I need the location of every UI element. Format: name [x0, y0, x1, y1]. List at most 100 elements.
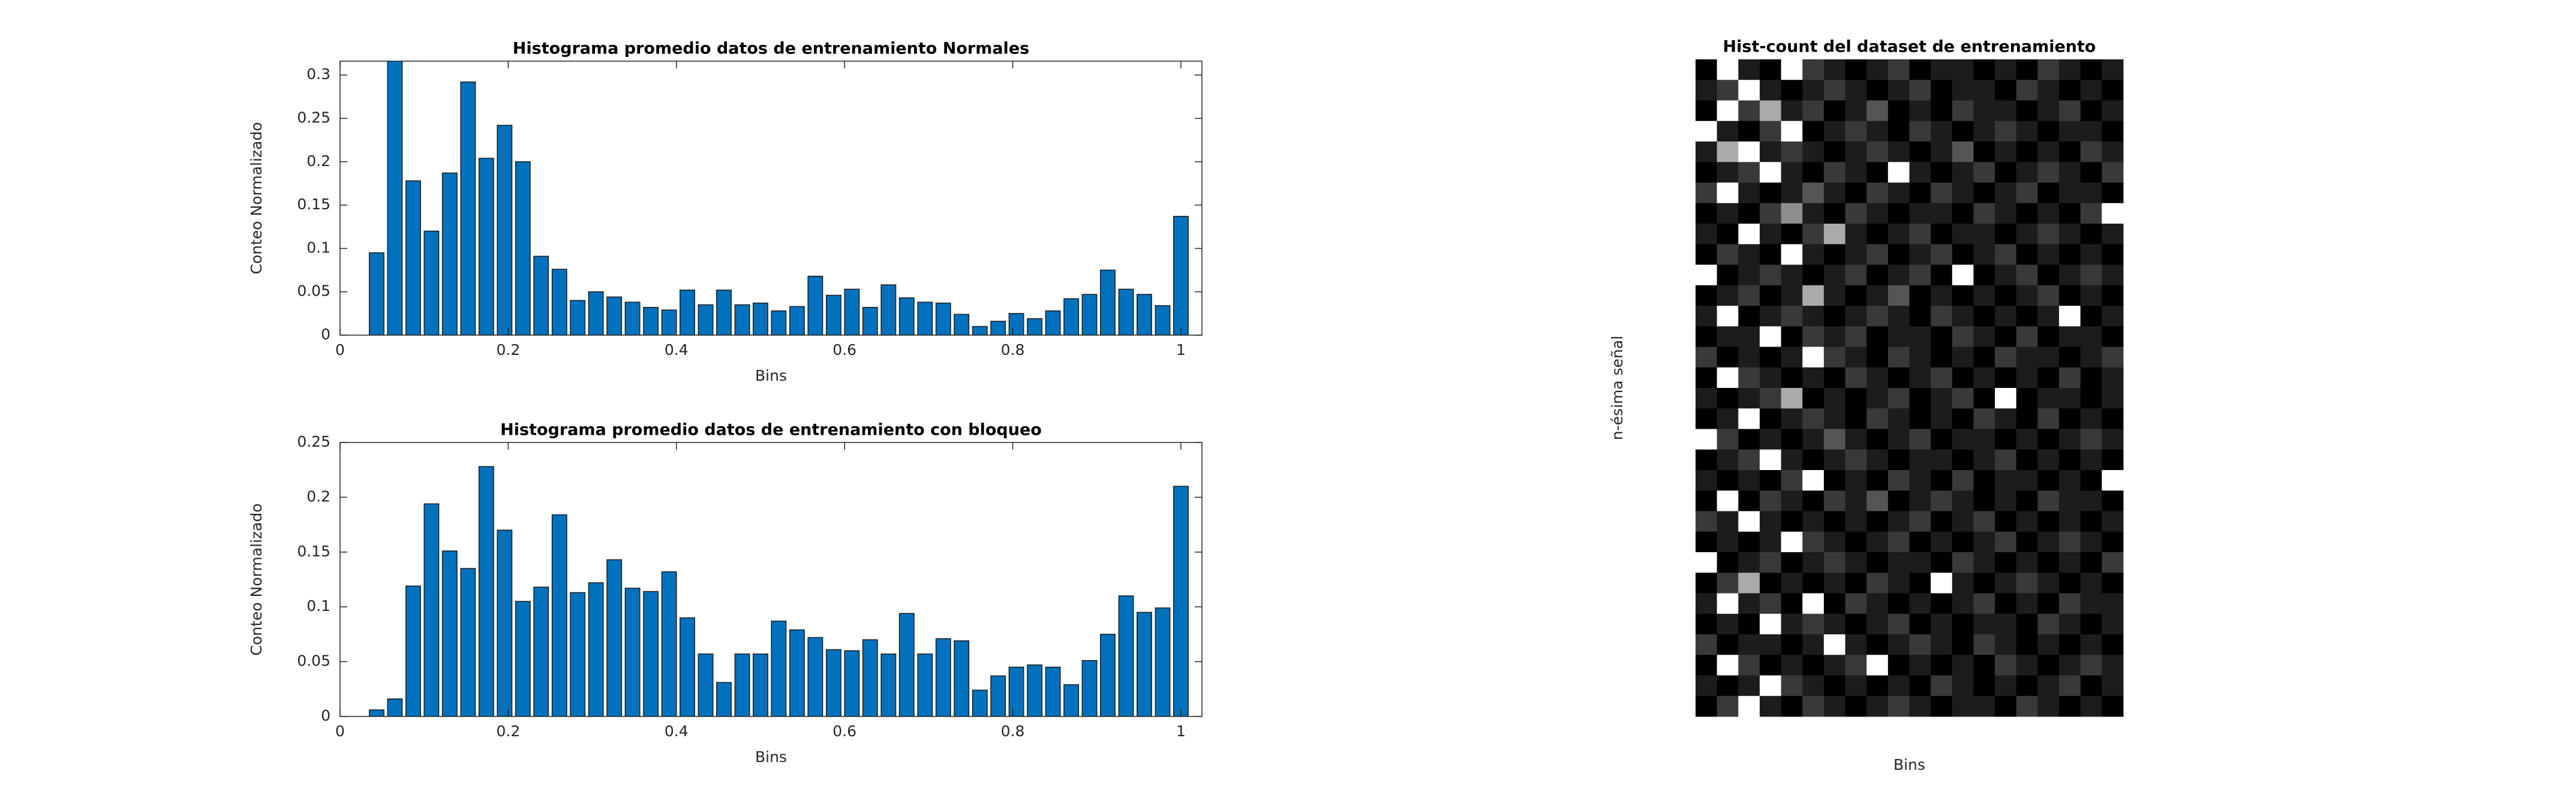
heatmap-cell	[1781, 613, 1803, 635]
heatmap-cell	[1866, 552, 1889, 573]
heatmap-cell	[2059, 388, 2081, 409]
heatmap-cell	[1781, 449, 1803, 471]
heatmap-cell	[2016, 80, 2038, 101]
heatmap-cell	[1696, 408, 1718, 429]
heatmap-cell	[2059, 531, 2081, 553]
heatmap-cell	[2059, 80, 2081, 101]
bar	[1100, 634, 1116, 716]
bar	[990, 675, 1006, 716]
heatmap-cell	[1887, 655, 1910, 676]
heatmap-cell	[1781, 100, 1803, 122]
heatmap-cell	[2059, 100, 2081, 122]
heatmap-cell	[1696, 511, 1718, 532]
heatmap-cell	[1995, 347, 2017, 368]
heatmap-cell	[1909, 573, 1931, 594]
heatmap-cell	[1952, 613, 1974, 635]
heatmap-cell	[2080, 141, 2102, 162]
heatmap-cell	[2059, 490, 2081, 511]
heatmap-cell	[1781, 367, 1803, 389]
heatmap-cell	[1973, 264, 1995, 286]
heatmap-cell	[1781, 121, 1803, 142]
heatmap-cell	[1995, 613, 2017, 635]
heatmap-cell	[2037, 552, 2060, 573]
heatmap-cell	[2080, 429, 2102, 450]
heatmap-cell	[1802, 367, 1824, 389]
heatmap-cell	[2080, 100, 2102, 122]
x-tick-label: 0.8	[1001, 722, 1025, 740]
heatmap-cell	[1738, 695, 1760, 717]
heatmap-cell	[1823, 326, 1846, 347]
heatmap-cell	[1887, 306, 1910, 327]
heatmap-cell	[2059, 182, 2081, 204]
heatmap-cell	[1866, 634, 1889, 655]
bar	[369, 709, 384, 716]
heatmap-cell	[2016, 675, 2038, 697]
heatmap-cell	[1717, 470, 1739, 491]
heatmap-cell	[1845, 367, 1867, 389]
heatmap-cell	[1995, 593, 2017, 615]
heatmap-cell	[1887, 264, 1910, 286]
heatmap-cell	[1738, 408, 1760, 429]
bar	[1137, 612, 1152, 716]
heatmap-cell	[1802, 203, 1824, 224]
heatmap-cell	[1931, 695, 1953, 717]
x-tick-label: 0.2	[497, 722, 521, 740]
heatmap-cell	[1973, 634, 1995, 655]
heatmap-cell	[1823, 388, 1846, 409]
heatmap-cell	[1845, 100, 1867, 122]
heatmap-cell	[1759, 490, 1782, 511]
heatmap-cell	[1909, 326, 1931, 347]
heatmap-cell	[1717, 695, 1739, 717]
heatmap-cell	[1952, 80, 1974, 101]
heatmap-cell	[2037, 593, 2060, 615]
heatmap-cell	[1952, 408, 1974, 429]
heatmap-cell	[1823, 490, 1846, 511]
heatmap-cell	[2080, 306, 2102, 327]
heatmap-cell	[1887, 675, 1910, 697]
heatmap-cell	[1823, 244, 1846, 265]
heatmap-cell	[1866, 408, 1889, 429]
heatmap-cell	[2080, 552, 2102, 573]
heatmap-cell	[1802, 552, 1824, 573]
heatmap-cell	[2037, 388, 2060, 409]
heatmap-cell	[1781, 224, 1803, 245]
heatmap-cell	[2080, 675, 2102, 697]
heatmap-cell	[1696, 244, 1718, 265]
heatmap-cell	[1696, 429, 1718, 450]
heatmap-cell	[1738, 285, 1760, 306]
heatmap-cell	[1802, 59, 1824, 80]
heatmap-cell	[2080, 203, 2102, 224]
heatmap-cell	[1995, 490, 2017, 511]
heatmap-cell	[2102, 573, 2124, 594]
heatmap-cell	[2080, 326, 2102, 347]
heatmap-cell	[1781, 326, 1803, 347]
bar	[643, 591, 659, 716]
bar	[844, 650, 860, 716]
heatmap-cell	[1823, 593, 1846, 615]
bar	[606, 296, 623, 335]
heatmap-cell	[1717, 203, 1739, 224]
bar	[588, 291, 604, 335]
bar	[387, 61, 403, 335]
heatmap-cell	[1845, 695, 1867, 717]
heatmap-cell	[1887, 367, 1910, 389]
bar	[497, 529, 513, 716]
heatmap-cell	[1887, 695, 1910, 717]
heatmap-cell	[1802, 326, 1824, 347]
heatmap-cell	[1952, 593, 1974, 615]
heatmap-cell	[2080, 162, 2102, 183]
heatmap-cell	[1845, 203, 1867, 224]
heatmap-cell	[1952, 388, 1974, 409]
heatmap-cell	[2037, 80, 2060, 101]
heatmap-cell	[1973, 449, 1995, 471]
heatmap-cell	[2080, 80, 2102, 101]
heatmap-cell	[2059, 408, 2081, 429]
bar	[1008, 666, 1024, 716]
heatmap-cell	[1866, 531, 1889, 553]
bar	[533, 255, 549, 335]
heatmap-cell	[1931, 511, 1953, 532]
heatmap-cell	[1759, 224, 1782, 245]
heatmap-cell	[1802, 121, 1824, 142]
heatmap-cell	[2102, 59, 2124, 80]
heatmap-cell	[2080, 244, 2102, 265]
